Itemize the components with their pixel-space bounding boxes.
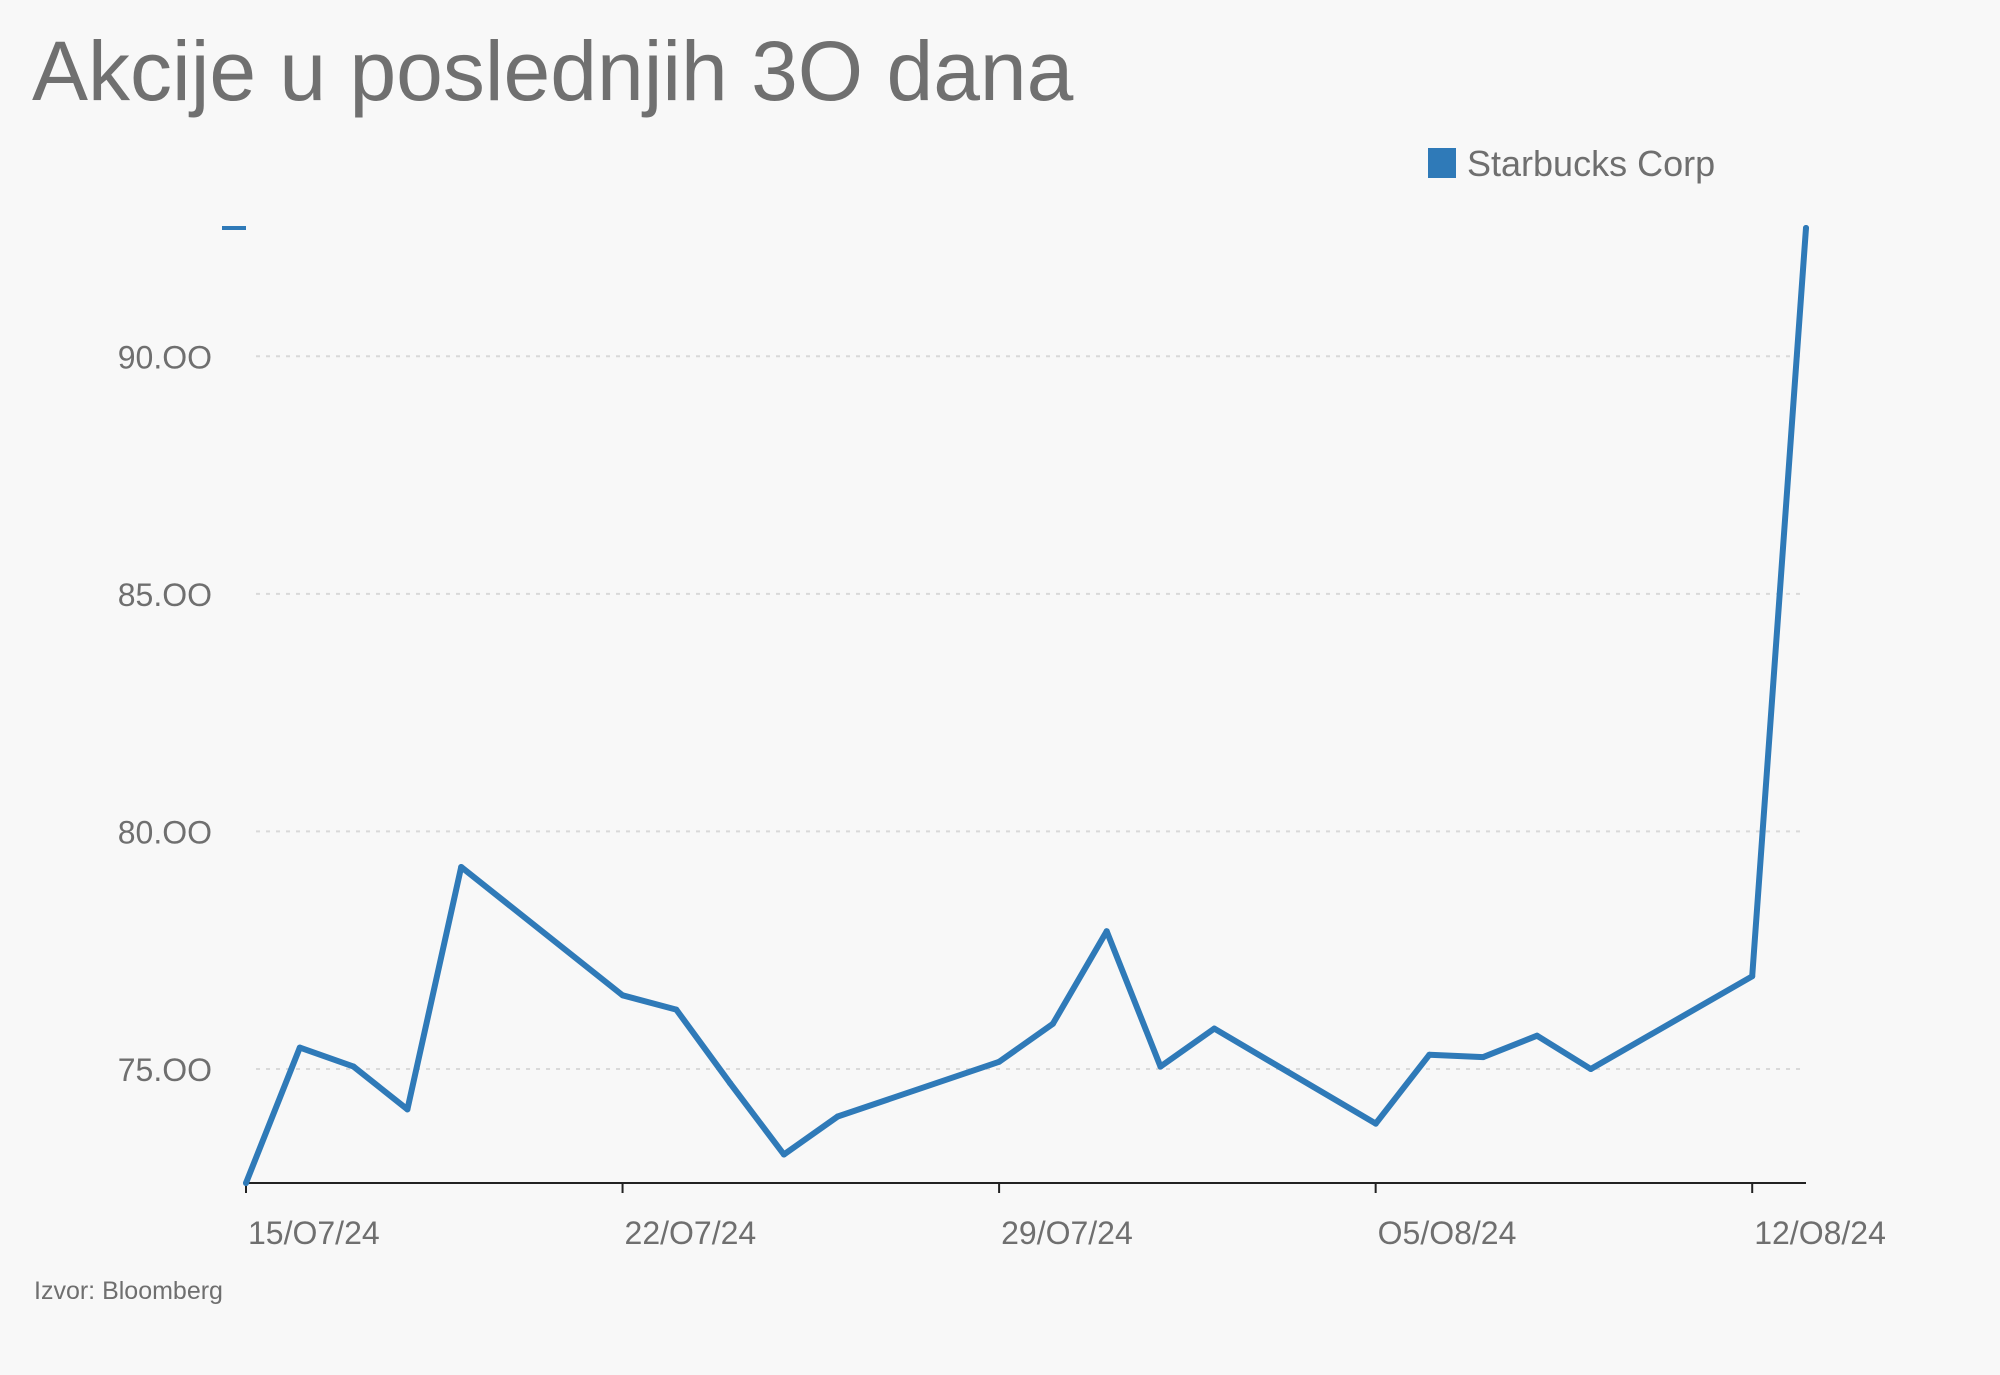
- data-point: [1426, 1051, 1433, 1058]
- x-tick-label: 29/O7/24: [1001, 1215, 1133, 1251]
- data-point: [350, 1063, 357, 1070]
- data-point: [1803, 225, 1809, 231]
- source-note: Izvor: Bloomberg: [34, 1277, 223, 1305]
- x-tick-labels: 15/O7/24 22/O7/24 29/O7/24 O5/O8/24 12/O8/24: [248, 1215, 1886, 1251]
- y-tick-label: 75.OO: [118, 1052, 212, 1088]
- data-point: [673, 1006, 680, 1013]
- data-point: [619, 992, 626, 999]
- data-point: [1587, 1066, 1594, 1072]
- y-tick-label: 90.OO: [118, 339, 212, 375]
- data-point: [1157, 1063, 1164, 1070]
- y-tick-label: 80.OO: [118, 814, 212, 850]
- legend: Starbucks Corp: [1428, 143, 1715, 184]
- series-points: [243, 225, 1809, 1186]
- x-tick-label: 12/O8/24: [1754, 1215, 1886, 1251]
- data-point: [404, 1106, 411, 1113]
- data-point: [1372, 1120, 1379, 1127]
- data-point: [1480, 1054, 1487, 1061]
- legend-label: Starbucks Corp: [1467, 143, 1715, 184]
- data-point: [834, 1113, 841, 1120]
- data-point: [243, 1180, 249, 1186]
- x-tick-label: 22/O7/24: [625, 1215, 757, 1251]
- data-point: [780, 1151, 787, 1158]
- data-point: [1534, 1032, 1540, 1039]
- chart-title: Akcije u poslednjih 3O dana: [32, 24, 1074, 118]
- y-tick-label: 85.OO: [118, 577, 212, 613]
- legend-swatch: [1428, 148, 1456, 178]
- data-point: [1049, 1020, 1056, 1027]
- x-tick-label: 15/O7/24: [248, 1215, 380, 1251]
- series-line-starbucks-corp: [243, 225, 1809, 1186]
- data-point: [1211, 1025, 1218, 1032]
- data-point: [458, 864, 465, 870]
- y-gridlines: [256, 355, 1806, 1070]
- x-tick-label: O5/O8/24: [1378, 1215, 1517, 1251]
- data-point: [727, 1080, 734, 1087]
- data-point: [296, 1044, 303, 1051]
- data-point: [996, 1058, 1003, 1065]
- x-tick-marks: [245, 1183, 1754, 1193]
- data-point: [1749, 973, 1756, 980]
- data-point: [1103, 928, 1110, 935]
- y-tick-labels: 75.OO 80.OO 85.OO 90.OO: [118, 339, 212, 1088]
